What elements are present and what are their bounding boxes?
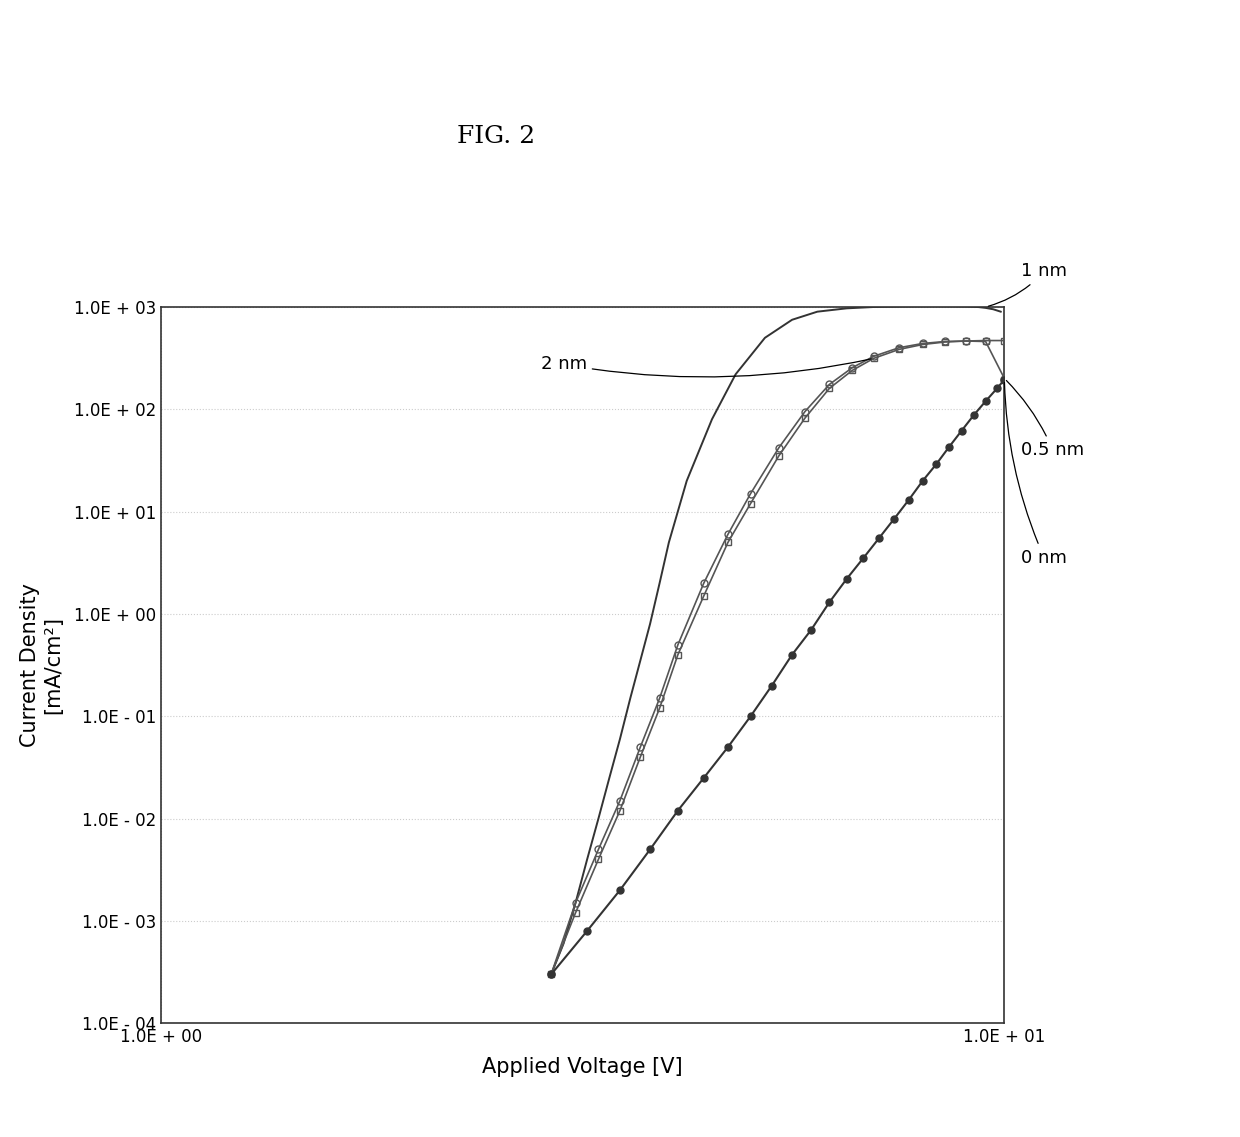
- Y-axis label: Current Density
[mA/cm²]: Current Density [mA/cm²]: [20, 583, 63, 747]
- Text: 2 nm: 2 nm: [541, 355, 870, 377]
- Text: 1 nm: 1 nm: [988, 263, 1068, 306]
- Text: 0 nm: 0 nm: [1004, 382, 1068, 566]
- X-axis label: Applied Voltage [V]: Applied Voltage [V]: [482, 1057, 683, 1077]
- Text: FIG. 2: FIG. 2: [456, 125, 536, 148]
- Text: 0.5 nm: 0.5 nm: [1007, 381, 1085, 459]
